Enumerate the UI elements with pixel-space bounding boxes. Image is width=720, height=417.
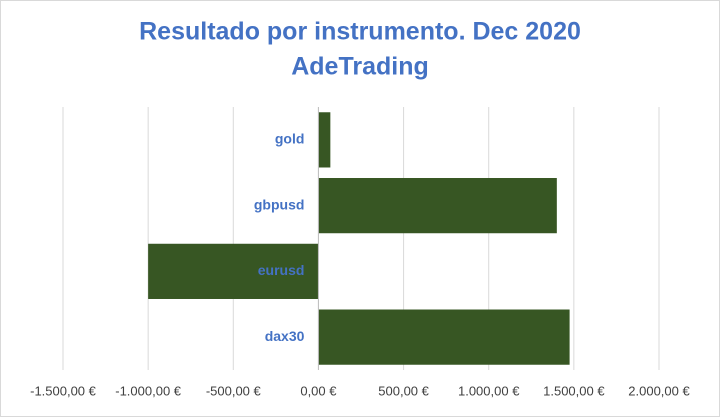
y-tick-label: gold bbox=[275, 131, 305, 147]
x-tick-label: 500,00 € bbox=[378, 383, 429, 398]
y-tick-label: eurusd bbox=[258, 262, 305, 278]
x-tick-label: 1.000,00 € bbox=[458, 383, 520, 398]
x-tick-label: 1.500,00 € bbox=[543, 383, 605, 398]
x-tick-label: -1.000,00 € bbox=[115, 383, 182, 398]
chart-subtitle: AdeTrading bbox=[291, 53, 429, 81]
y-tick-label: dax30 bbox=[265, 328, 305, 344]
x-tick-label: 2.000,00 € bbox=[628, 383, 690, 398]
x-tick-label: -1.500,00 € bbox=[30, 383, 97, 398]
bar bbox=[318, 112, 331, 168]
x-tick-label: 0,00 € bbox=[300, 383, 337, 398]
x-tick-label: -500,00 € bbox=[206, 383, 262, 398]
chart-title: Resultado por instrumento. Dec 2020 bbox=[139, 18, 581, 46]
bar bbox=[318, 309, 570, 365]
bar bbox=[318, 178, 557, 234]
y-tick-label: gbpusd bbox=[254, 196, 305, 212]
bar bbox=[148, 243, 319, 299]
